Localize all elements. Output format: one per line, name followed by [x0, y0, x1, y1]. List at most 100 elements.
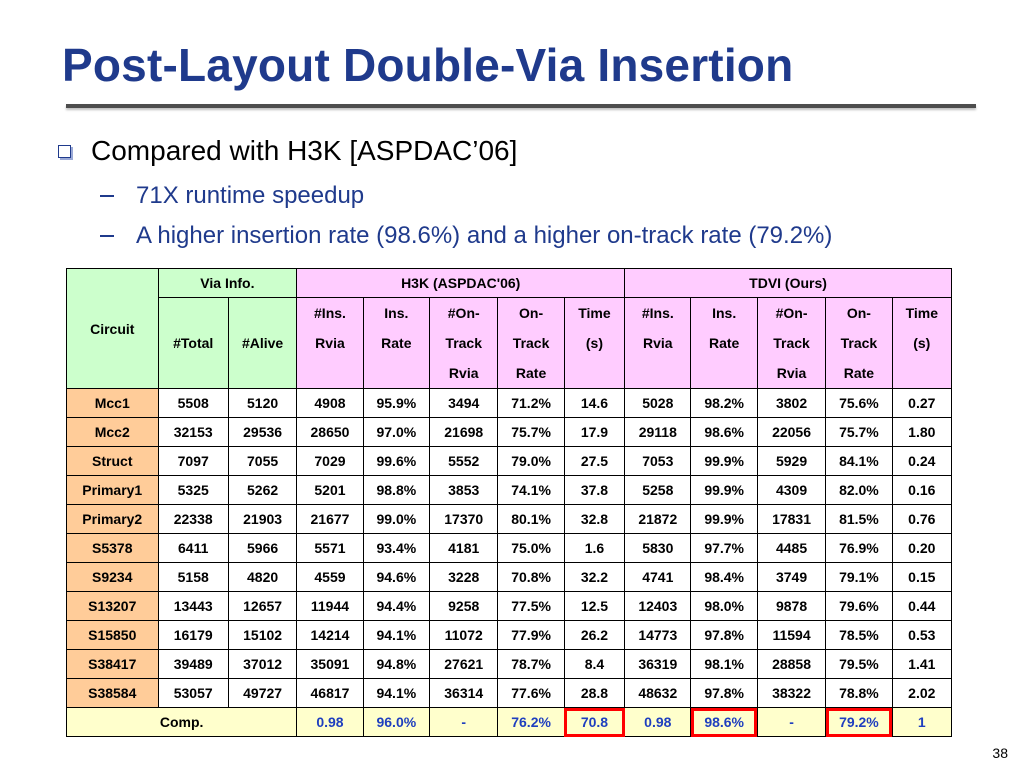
table-cell: 99.9% [690, 504, 758, 534]
comp-cell: - [429, 707, 499, 737]
table-cell: 84.1% [825, 446, 893, 476]
table-cell: 4908 [296, 388, 364, 418]
table-cell: 3749 [756, 562, 827, 592]
h3k-header: H3K (ASPDAC'06) [296, 268, 626, 298]
table-cell: 35091 [296, 649, 364, 679]
table-cell: 0.24 [891, 446, 953, 476]
comp-row: Comp. 0.98 96.0% - 76.2% 70.8 0.98 98.6%… [65, 707, 953, 737]
table-cell: 0.76 [891, 504, 953, 534]
table-cell: 79.1% [825, 562, 893, 592]
table-cell: 11594 [756, 620, 827, 650]
circuit-name-cell: Mcc1 [66, 388, 159, 418]
table-cell: 98.1% [690, 649, 758, 679]
table-cell: 12.5 [563, 591, 626, 621]
table-cell: 80.1% [497, 504, 565, 534]
table-cell: 5966 [227, 533, 298, 563]
table-cell: 5028 [624, 388, 692, 418]
table-cell: 70.8% [497, 562, 565, 592]
table-row: Primary2 22338 21903 21677 99.0% 17370 80.1% 32… [66, 504, 953, 534]
col-h3k-ins-rate-header: Ins. Rate [362, 297, 431, 389]
table-cell: 5201 [296, 475, 364, 505]
table-cell: 81.5% [825, 504, 893, 534]
table-cell: 94.1% [362, 620, 431, 650]
table-cell: 7055 [227, 446, 298, 476]
table-cell: 14.6 [563, 388, 626, 418]
circuit-name-cell: S38417 [66, 649, 159, 679]
table-cell: 37012 [227, 649, 298, 679]
table-cell: 94.1% [362, 678, 431, 708]
table-cell: 78.8% [825, 678, 893, 708]
table-cell: 97.8% [690, 620, 758, 650]
table-cell: 95.9% [362, 388, 431, 418]
table-cell: 15102 [227, 620, 298, 650]
table-cell: 1.41 [891, 649, 953, 679]
table-cell: 78.5% [825, 620, 893, 650]
table-cell: 97.0% [362, 417, 431, 447]
dash-icon [100, 235, 114, 237]
table-cell: 32153 [157, 417, 229, 447]
table-cell: 7053 [624, 446, 692, 476]
table-cell: 75.7% [825, 417, 893, 447]
table-cell: 71.2% [497, 388, 565, 418]
table-cell: 13443 [157, 591, 229, 621]
table-row: S5378 6411 5966 5571 93.4% 4181 75.0% 1.6 5830 97… [66, 533, 953, 563]
table-cell: 79.6% [825, 591, 893, 621]
via-info-header: Via Info. [157, 268, 298, 298]
table-cell: 5508 [157, 388, 229, 418]
table-cell: 8.4 [563, 649, 626, 679]
comp-cell: 76.2% [497, 707, 565, 737]
col-h3k-on-track-rate-header: On- Track Rate [497, 297, 565, 389]
table-cell: 14773 [624, 620, 692, 650]
table-cell: 4559 [296, 562, 364, 592]
col-tdvi-on-track-rate-header: On- Track Rate [825, 297, 893, 389]
table-cell: 46817 [296, 678, 364, 708]
comp-cell: 0.98 [296, 707, 364, 737]
table-cell: 99.9% [690, 446, 758, 476]
comp-cell: 0.98 [624, 707, 692, 737]
sub-bullet-text: 71X runtime speedup [136, 182, 365, 209]
table-cell: 5262 [227, 475, 298, 505]
table-cell: 53057 [157, 678, 229, 708]
slide-title: Post-Layout Double-Via Insertion [62, 39, 794, 91]
table-cell: 94.6% [362, 562, 431, 592]
table-cell: 75.7% [497, 417, 565, 447]
table-cell: 99.9% [690, 475, 758, 505]
table-cell: 79.5% [825, 649, 893, 679]
table-cell: 36314 [429, 678, 499, 708]
table-cell: 82.0% [825, 475, 893, 505]
table-cell: 17370 [429, 504, 499, 534]
col-h3k-time-header: Time (s) [563, 297, 626, 389]
table-cell: 0.20 [891, 533, 953, 563]
table-cell: 48632 [624, 678, 692, 708]
table-cell: 5571 [296, 533, 364, 563]
table-cell: 74.1% [497, 475, 565, 505]
col-tdvi-ins-rate-header: Ins. Rate [690, 297, 758, 389]
table-row: S15850 16179 15102 14214 94.1% 11072 77.9% 26.2… [66, 620, 953, 650]
table-cell: 3228 [429, 562, 499, 592]
table-cell: 2.02 [891, 678, 953, 708]
table-cell: 28.8 [563, 678, 626, 708]
table-row: Mcc2 32153 29536 28650 97.0% 21698 75.7% 17.9 29… [66, 417, 953, 447]
table-cell: 6411 [157, 533, 229, 563]
comp-cell: 96.0% [362, 707, 431, 737]
circuit-header: Circuit [66, 268, 159, 389]
table-cell: 22338 [157, 504, 229, 534]
table-cell: 29536 [227, 417, 298, 447]
table-cell: 1.80 [891, 417, 953, 447]
page-number: 38 [992, 745, 1008, 761]
table-cell: 98.6% [690, 417, 758, 447]
table-cell: 7029 [296, 446, 364, 476]
table-cell: 97.7% [690, 533, 758, 563]
tdvi-header: TDVI (Ours) [624, 268, 952, 298]
table-cell: 0.16 [891, 475, 953, 505]
table-cell: 12657 [227, 591, 298, 621]
table-cell: 94.4% [362, 591, 431, 621]
sub-bullet-item: 71X runtime speedup [100, 182, 364, 210]
table-cell: 28858 [756, 649, 827, 679]
table-row: Mcc1 5508 5120 4908 95.9% 3494 71.2% 14.6 5028 98… [66, 388, 953, 418]
circuit-name-cell: S15850 [66, 620, 159, 650]
table-cell: 29118 [624, 417, 692, 447]
table-cell: 5325 [157, 475, 229, 505]
table-cell: 5258 [624, 475, 692, 505]
col-total-header: #Total [157, 297, 229, 389]
